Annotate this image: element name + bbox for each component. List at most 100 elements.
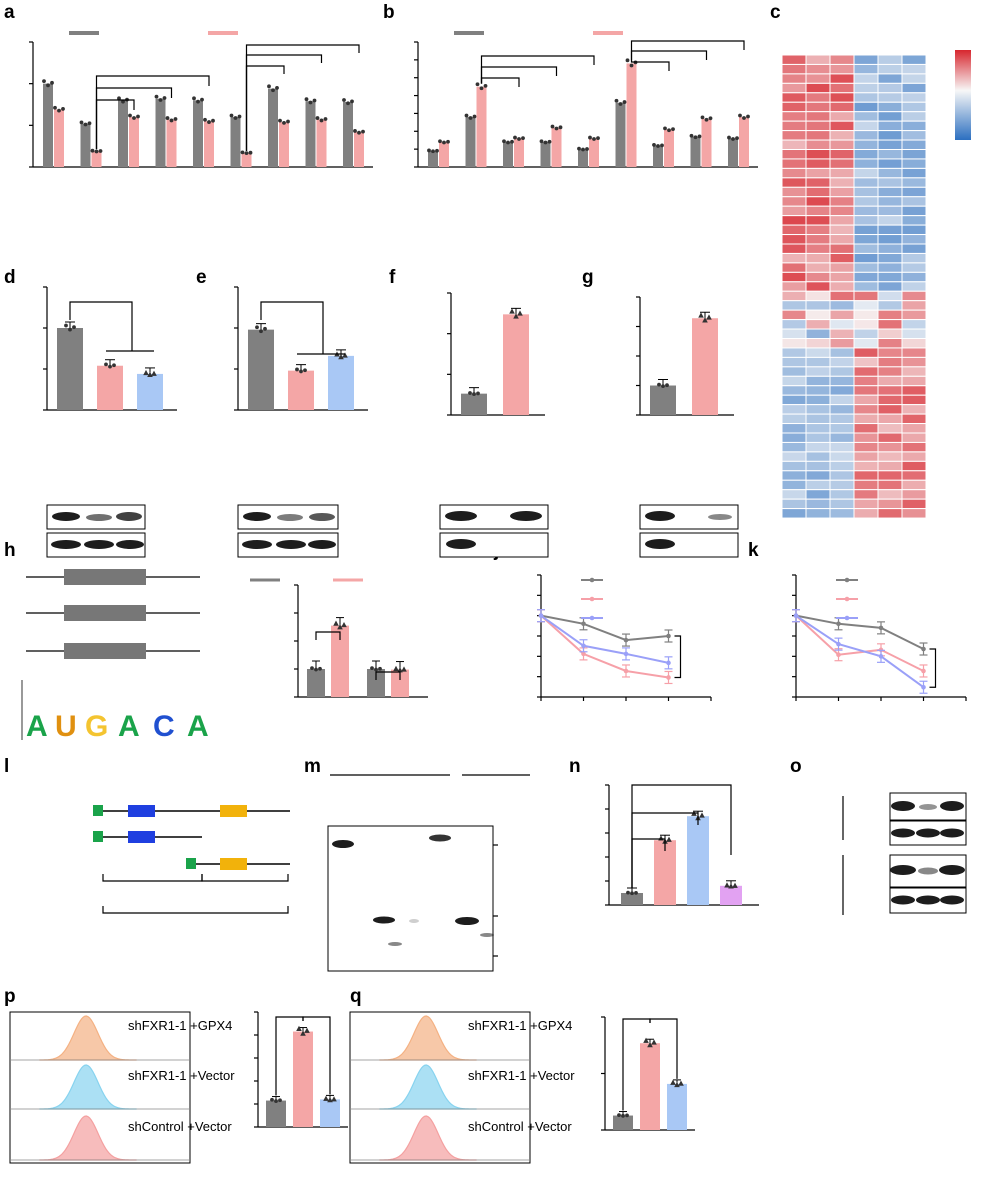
- data-point: [510, 139, 514, 144]
- heatmap-cell: [805, 205, 831, 217]
- data-point: [200, 97, 204, 102]
- data-point: [271, 88, 275, 93]
- bar-shFXR1-1: [91, 151, 102, 167]
- heatmap-cell: [877, 234, 903, 245]
- legend-marker: [589, 577, 595, 583]
- data-point: [706, 314, 712, 320]
- heatmap-cell: [877, 328, 903, 339]
- panel-label-a: a: [4, 2, 15, 23]
- data-point: [661, 384, 665, 388]
- heatmap-cell: [853, 73, 879, 84]
- heatmap-cell: [829, 262, 855, 273]
- blot-band: [116, 512, 142, 521]
- heatmap-cell: [829, 356, 855, 368]
- data-point: [643, 1037, 649, 1043]
- heatmap-cell: [901, 92, 927, 103]
- heatmap-cell: [901, 338, 927, 349]
- panel-label-m: m: [304, 756, 321, 777]
- data-point: [724, 882, 730, 888]
- heatmap-cell: [781, 394, 807, 406]
- chart-k: [792, 574, 967, 701]
- blot-band: [446, 539, 476, 549]
- bar: [288, 370, 314, 410]
- heatmap-cell: [781, 271, 807, 283]
- heatmap-cell: [805, 262, 831, 273]
- data-point: [625, 58, 630, 63]
- panel-label-c: c: [770, 2, 781, 23]
- data-point: [483, 83, 488, 88]
- heatmap-cell: [781, 82, 807, 94]
- heatmap-cell: [877, 101, 903, 113]
- blot-frame: [327, 825, 494, 972]
- heatmap-cell: [877, 158, 903, 169]
- data-point: [90, 148, 95, 153]
- bar: [503, 314, 529, 415]
- data-point: [697, 134, 702, 139]
- heatmap-cell: [901, 479, 927, 491]
- bar-shFXR1-1: [54, 109, 64, 167]
- data-point: [240, 150, 245, 155]
- bar-shFXR1-1: [166, 119, 177, 167]
- heatmap-cell: [829, 243, 855, 254]
- color-scale-bar: [955, 50, 971, 140]
- heatmap-cell: [877, 508, 903, 519]
- panel-label-g: g: [582, 267, 594, 288]
- data-point: [476, 391, 480, 396]
- heatmap-cell: [877, 262, 903, 273]
- data-point: [617, 1113, 621, 1118]
- heatmap-cell: [901, 451, 927, 462]
- heatmap-cell: [829, 82, 855, 94]
- data-point: [158, 98, 163, 102]
- heatmap-cell: [805, 423, 831, 434]
- data-point: [621, 1113, 625, 1118]
- data-point: [304, 97, 309, 102]
- heatmap-cell: [877, 186, 903, 198]
- heatmap-cell: [781, 441, 807, 453]
- data-point: [267, 84, 271, 89]
- heatmap-cell: [781, 111, 807, 122]
- sig-bracket: [630, 50, 708, 61]
- data-point: [513, 135, 517, 140]
- blot-band: [916, 828, 940, 838]
- heatmap-cell: [829, 158, 855, 169]
- data-point: [165, 116, 170, 120]
- heatmap-cell: [853, 243, 879, 254]
- data-point: [323, 117, 328, 121]
- blot-band: [332, 840, 354, 848]
- data-point: [342, 98, 346, 102]
- histogram-peak: [39, 1115, 137, 1161]
- data-point: [581, 147, 585, 152]
- data-point: [64, 323, 68, 328]
- heatmap-cell: [901, 167, 927, 179]
- bar-shFXR1-1: [354, 132, 364, 167]
- legend-marker: [844, 596, 850, 602]
- heatmap-cell: [853, 215, 879, 226]
- data-point: [57, 108, 61, 113]
- blot-band: [919, 804, 937, 810]
- data-point: [660, 143, 664, 148]
- heatmap-cell: [901, 130, 927, 141]
- data-point: [663, 126, 667, 131]
- heatmap-cell: [805, 460, 831, 472]
- bar-shFXR1-1: [316, 119, 327, 167]
- span-bracket: [201, 874, 289, 882]
- sig-bracket: [302, 1016, 331, 1095]
- blot-band: [309, 513, 335, 521]
- heatmap-cell: [805, 394, 831, 406]
- histogram-peak: [379, 1015, 477, 1061]
- heatmap-cell: [901, 423, 927, 434]
- sig-bracket: [315, 631, 341, 640]
- heatmap-cell: [781, 149, 807, 160]
- heatmap-cell: [781, 319, 807, 330]
- data-point: [731, 137, 735, 141]
- heatmap-cell: [781, 479, 807, 491]
- bar-shFXR1-1: [129, 117, 139, 167]
- heatmap-cell: [829, 489, 855, 500]
- data-point: [550, 124, 555, 129]
- heatmap-cell: [805, 139, 831, 151]
- blot-band: [645, 539, 675, 549]
- data-point: [658, 835, 664, 841]
- heatmap-cell: [853, 63, 879, 75]
- data-point: [742, 116, 746, 120]
- data-point: [117, 96, 121, 101]
